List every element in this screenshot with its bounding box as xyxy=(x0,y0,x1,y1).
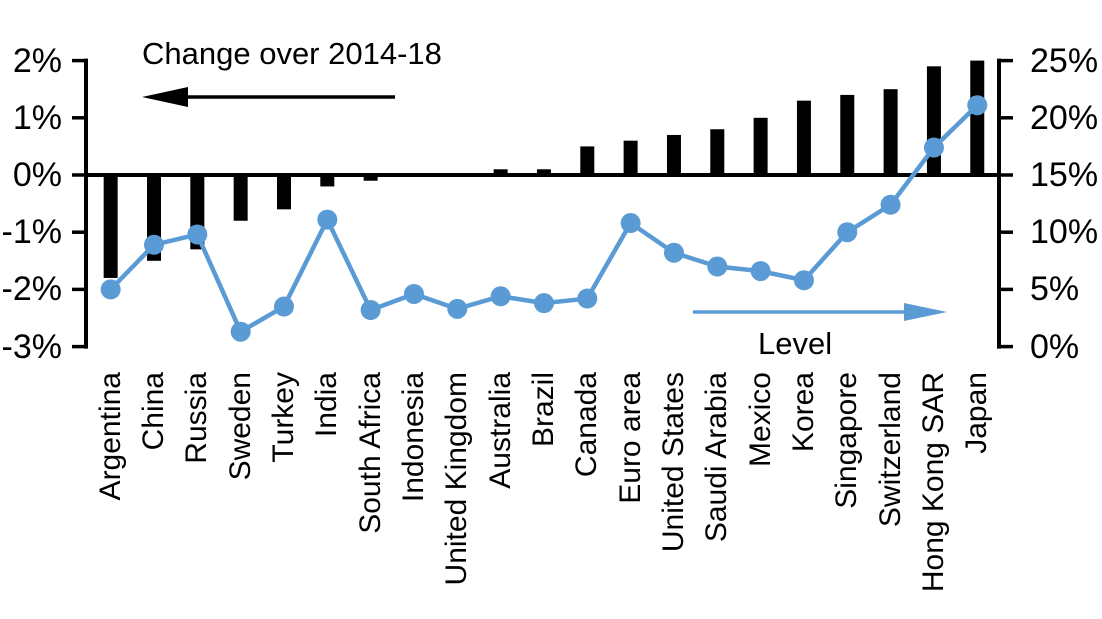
bar xyxy=(623,140,638,175)
data-point xyxy=(880,194,901,215)
data-point xyxy=(620,213,641,234)
left-arrow-head-icon xyxy=(142,87,188,107)
line-series-label: Level xyxy=(758,326,833,361)
y-axis-tick-label: -2% xyxy=(1,270,62,309)
right-arrow-head-icon xyxy=(904,303,947,321)
x-axis-label: Canada xyxy=(570,372,604,478)
x-axis-label: Mexico xyxy=(743,372,777,468)
y-axis-tick-label: -1% xyxy=(1,213,62,252)
x-axis-label: Hong Kong SAR xyxy=(916,372,950,593)
x-axis-label: Australia xyxy=(483,372,517,489)
x-axis-label: Brazil xyxy=(526,372,560,448)
bar xyxy=(320,175,335,187)
x-axis-label: Singapore xyxy=(830,372,864,509)
x-axis-label: China xyxy=(136,372,170,451)
data-point xyxy=(707,256,728,277)
bar xyxy=(710,129,725,175)
data-point xyxy=(360,299,381,320)
x-axis-label: Switzerland xyxy=(873,372,907,528)
bar xyxy=(536,169,551,175)
x-axis-label: Japan xyxy=(960,372,994,454)
y-axis-tick-label: 0% xyxy=(12,156,62,194)
data-point xyxy=(663,242,684,263)
x-axis-label: Indonesia xyxy=(396,372,430,503)
x-axis-label: Sweden xyxy=(223,372,257,481)
data-point xyxy=(273,296,294,317)
y-axis-tick-label: 20% xyxy=(1030,98,1099,137)
data-point xyxy=(923,137,944,158)
data-point xyxy=(403,283,424,304)
data-point xyxy=(490,286,511,307)
data-point xyxy=(447,298,468,319)
y-axis-tick-label: 5% xyxy=(1030,270,1080,309)
bar xyxy=(753,117,768,175)
bar xyxy=(883,89,898,175)
bar xyxy=(926,66,941,175)
x-axis-label: United Kingdom xyxy=(440,372,474,586)
x-axis-label: Russia xyxy=(180,372,214,464)
bar xyxy=(493,169,508,175)
y-axis-tick-label: 1% xyxy=(12,98,62,137)
x-axis-label: India xyxy=(310,372,344,438)
y-axis-tick-label: 25% xyxy=(1030,41,1099,80)
bar xyxy=(276,175,291,210)
bar xyxy=(666,134,681,175)
x-axis-label: Turkey xyxy=(266,372,300,463)
bar xyxy=(970,60,985,175)
x-axis-label: United States xyxy=(656,372,690,553)
data-point xyxy=(100,279,121,300)
x-axis-label: South Africa xyxy=(353,372,387,534)
bar-series-label: Change over 2014-18 xyxy=(142,36,442,71)
bar xyxy=(233,175,248,221)
data-point xyxy=(967,95,988,116)
x-axis-label: Korea xyxy=(786,372,820,453)
bar xyxy=(103,175,118,278)
bar xyxy=(796,100,811,175)
data-point xyxy=(317,209,338,230)
data-point xyxy=(143,234,164,255)
y-axis-tick-label: 0% xyxy=(1030,327,1080,366)
bar xyxy=(580,146,595,175)
data-point xyxy=(837,222,858,243)
bar xyxy=(363,175,378,181)
x-axis-label: Euro area xyxy=(613,372,647,504)
data-point xyxy=(230,321,251,342)
data-point xyxy=(793,270,814,291)
y-axis-tick-label: 2% xyxy=(12,41,62,80)
x-axis-label: Saudi Arabia xyxy=(700,372,734,543)
data-point xyxy=(533,293,554,314)
y-axis-tick-label: 10% xyxy=(1030,213,1099,252)
data-point xyxy=(750,261,771,282)
data-point xyxy=(577,288,598,309)
y-axis-tick-label: 15% xyxy=(1030,156,1099,194)
data-point xyxy=(187,224,208,245)
x-axis-label: Argentina xyxy=(93,372,127,501)
bar xyxy=(840,94,855,175)
y-axis-tick-label: -3% xyxy=(1,327,62,366)
